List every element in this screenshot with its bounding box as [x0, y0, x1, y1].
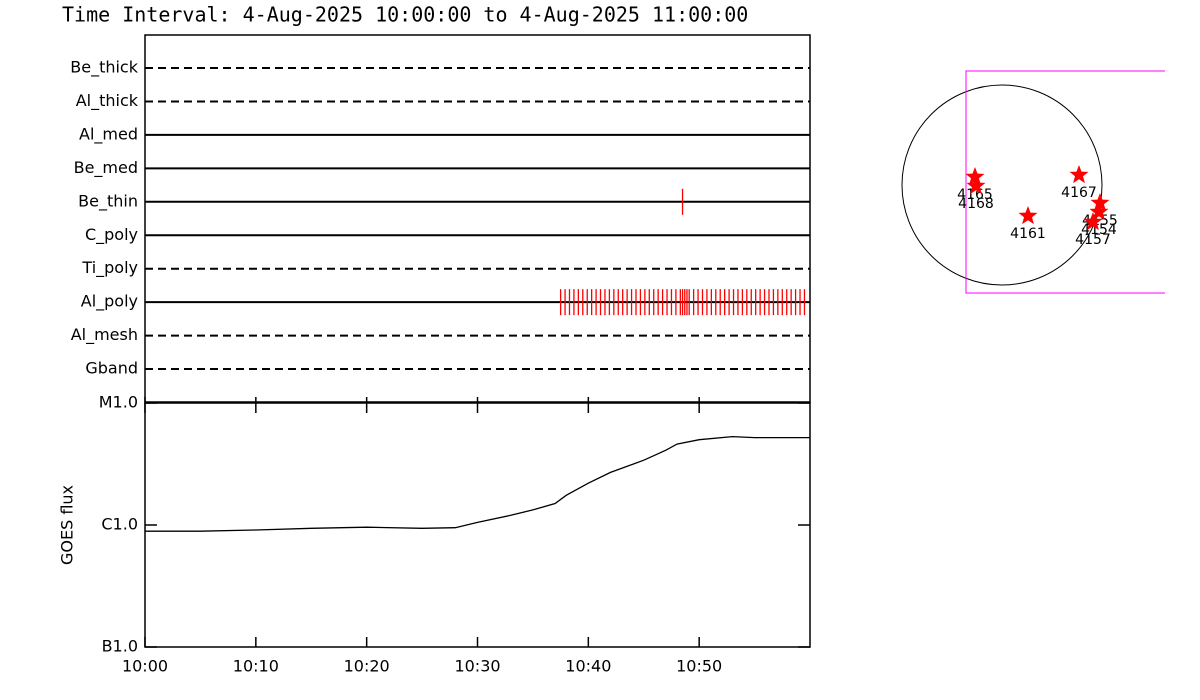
y-axis-label: GOES flux: [58, 485, 77, 565]
active-region-star: [966, 176, 986, 195]
x-tick-label: 10:50: [676, 657, 722, 676]
plot-title: Time Interval: 4-Aug-2025 10:00:00 to 4-…: [62, 3, 748, 27]
filter-label: C_poly: [85, 225, 138, 245]
active-region-star: [1089, 202, 1109, 221]
active-region-label: 4167: [1061, 185, 1097, 201]
y-tick-label: B1.0: [102, 637, 138, 656]
filter-panel-frame: [144, 34, 811, 403]
x-tick-label: 10:00: [122, 657, 168, 676]
goes-panel-frame: [144, 402, 811, 648]
active-region-star: [1069, 165, 1089, 184]
active-region-label: 4168: [958, 196, 994, 212]
active-region-star: [1090, 193, 1110, 212]
filter-label: Al_med: [79, 124, 138, 144]
active-region-label: 4157: [1075, 232, 1111, 248]
filter-label: Ti_poly: [81, 258, 138, 278]
x-tick-label: 10:40: [565, 657, 611, 676]
filter-label: Be_thin: [78, 191, 138, 211]
active-region-label: 4161: [1010, 226, 1046, 242]
active-region-star: [965, 167, 985, 186]
filter-label: Be_med: [74, 158, 138, 178]
x-tick-label: 10:30: [454, 657, 500, 676]
x-tick-label: 10:20: [344, 657, 390, 676]
x-tick-label: 10:10: [233, 657, 279, 676]
filter-label: Gband: [85, 359, 138, 378]
y-tick-label: C1.0: [101, 515, 138, 534]
filter-label: Al_thick: [76, 91, 139, 111]
active-region-star: [1018, 206, 1038, 225]
solar-disk: [901, 84, 1103, 286]
active-region-label: 4165: [957, 187, 993, 203]
filter-label: Al_mesh: [71, 325, 138, 345]
goes-curve: [145, 435, 810, 532]
field-of-view: [965, 70, 1165, 294]
filter-label: Al_poly: [81, 292, 138, 312]
y-tick-label: M1.0: [99, 393, 138, 412]
active-region-star: [1083, 212, 1103, 231]
filter-label: Be_thick: [70, 58, 138, 78]
